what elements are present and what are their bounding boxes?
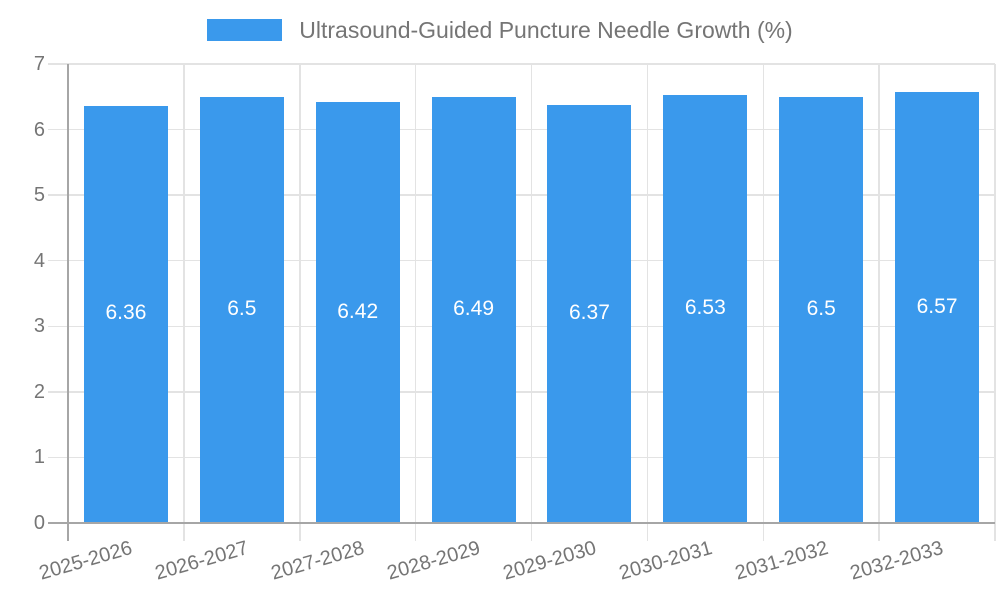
bar[interactable] xyxy=(895,92,980,523)
x-axis-label: 2031-2032 xyxy=(732,537,831,585)
bar-value-label: 6.49 xyxy=(453,297,494,321)
x-gridline xyxy=(762,64,764,541)
y-axis-line xyxy=(67,64,69,541)
x-axis-label: 2030-2031 xyxy=(616,537,715,585)
x-gridline xyxy=(530,64,533,541)
x-axis-label: 2027-2028 xyxy=(268,537,367,585)
x-gridline xyxy=(299,64,301,541)
y-tick xyxy=(48,456,68,459)
x-gridline xyxy=(183,64,185,541)
bar-value-label: 6.36 xyxy=(105,301,147,325)
chart-legend[interactable]: Ultrasound-Guided Puncture Needle Growth… xyxy=(0,16,1000,44)
bar-value-label: 6.57 xyxy=(916,294,958,318)
bar-value-label: 6.37 xyxy=(569,301,610,325)
x-gridline xyxy=(994,64,996,541)
x-gridline xyxy=(646,64,649,541)
x-axis-label: 2029-2030 xyxy=(500,537,599,585)
y-tick xyxy=(48,325,68,328)
legend-swatch-icon xyxy=(207,19,283,41)
y-axis-label: 3 xyxy=(33,315,45,338)
x-axis-label: 2026-2027 xyxy=(152,537,251,585)
x-gridline xyxy=(414,64,417,541)
bar[interactable] xyxy=(83,105,168,523)
y-axis-label: 6 xyxy=(33,118,45,141)
x-axis-label: 2028-2029 xyxy=(384,537,483,585)
bar-value-label: 6.53 xyxy=(684,295,726,319)
bar[interactable] xyxy=(315,102,400,523)
bar[interactable] xyxy=(779,96,864,523)
y-tick xyxy=(48,194,68,196)
x-axis-label: 2032-2033 xyxy=(848,537,947,585)
bar-value-label: 6.5 xyxy=(227,296,257,320)
y-tick xyxy=(48,391,68,393)
x-axis-line xyxy=(48,522,995,524)
y-tick xyxy=(48,259,68,262)
legend-label: Ultrasound-Guided Puncture Needle Growth… xyxy=(299,17,793,43)
y-axis-label: 5 xyxy=(33,184,45,207)
bar-value-label: 6.42 xyxy=(337,299,379,323)
bar[interactable] xyxy=(547,105,632,523)
y-tick xyxy=(48,63,68,65)
y-axis-label: 7 xyxy=(33,53,45,75)
bar[interactable] xyxy=(663,94,748,523)
bar[interactable] xyxy=(431,97,516,523)
y-tick xyxy=(48,128,68,131)
y-axis-label: 2 xyxy=(33,380,45,403)
x-gridline xyxy=(878,64,880,541)
x-axis-label: 2025-2026 xyxy=(36,537,136,585)
bar[interactable] xyxy=(199,96,284,523)
y-axis-label: 0 xyxy=(33,512,45,534)
bar-value-label: 6.5 xyxy=(806,296,836,320)
y-axis-label: 1 xyxy=(33,446,45,469)
y-axis-label: 4 xyxy=(33,249,45,272)
